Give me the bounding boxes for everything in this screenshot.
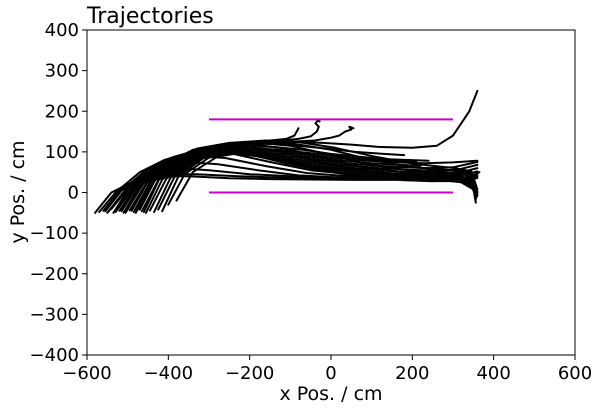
y-tick-label: −300	[30, 304, 79, 325]
x-axis-ticks: −600 −400 −200 0 200 400 600	[62, 355, 592, 384]
trajectory-21	[132, 149, 422, 213]
x-tick-label: 400	[476, 363, 510, 384]
x-tick-label: 0	[325, 363, 336, 384]
x-axis-label: x Pos. / cm	[279, 383, 382, 405]
y-tick-label: 100	[45, 142, 79, 163]
trajectory-18	[120, 144, 430, 213]
y-tick-label: 300	[45, 61, 79, 82]
x-tick-label: 200	[395, 363, 429, 384]
trajectory-layer	[94, 89, 481, 214]
trajectory-16	[112, 89, 479, 214]
chart-title: Trajectories	[86, 4, 214, 29]
y-tick-label: 200	[45, 101, 79, 122]
trajectory-30	[175, 151, 481, 202]
y-axis-ticks: −400 −300 −200 −100 0 100 200 300 400	[30, 20, 87, 366]
y-tick-label: −200	[30, 264, 79, 285]
x-tick-label: −600	[62, 363, 111, 384]
y-tick-label: 0	[68, 183, 79, 204]
y-tick-label: 400	[45, 20, 79, 41]
y-tick-label: −100	[30, 223, 79, 244]
trajectory-19	[124, 146, 418, 214]
y-axis-label: y Pos. / cm	[7, 140, 29, 243]
x-tick-label: 600	[558, 363, 592, 384]
x-tick-label: −400	[144, 363, 193, 384]
plot-area	[86, 29, 576, 356]
y-tick-label: −400	[30, 345, 79, 366]
reference-lines	[209, 118, 453, 194]
x-tick-label: −200	[225, 363, 274, 384]
trajectory-17	[116, 142, 406, 211]
